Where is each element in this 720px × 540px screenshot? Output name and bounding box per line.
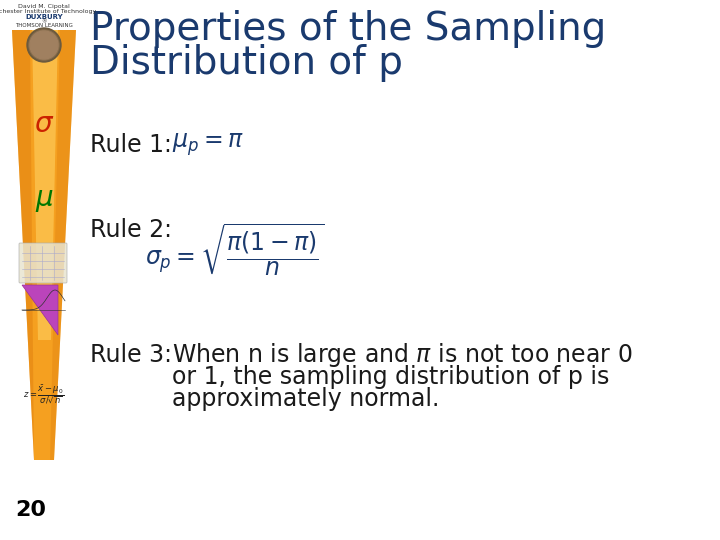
- Text: $\sigma$: $\sigma$: [34, 111, 54, 138]
- Text: Rule 3:: Rule 3:: [90, 343, 172, 367]
- Text: Rule 2:: Rule 2:: [90, 218, 172, 242]
- Polygon shape: [12, 30, 76, 460]
- Text: approximately normal.: approximately normal.: [172, 387, 439, 411]
- Text: $\sigma_p = \sqrt{\dfrac{\pi(1-\pi)}{n}}$: $\sigma_p = \sqrt{\dfrac{\pi(1-\pi)}{n}}…: [145, 221, 325, 279]
- Text: $z = \dfrac{\bar{x}-\mu_0}{\sigma/\sqrt{n}}$: $z = \dfrac{\bar{x}-\mu_0}{\sigma/\sqrt{…: [23, 383, 65, 407]
- Text: DUXBURY: DUXBURY: [25, 14, 63, 20]
- FancyBboxPatch shape: [19, 243, 67, 283]
- Polygon shape: [12, 30, 34, 460]
- Text: $\mu$: $\mu$: [35, 186, 53, 213]
- Polygon shape: [32, 30, 58, 340]
- Circle shape: [30, 31, 58, 59]
- Circle shape: [27, 28, 61, 62]
- Text: Distribution of p: Distribution of p: [90, 44, 403, 82]
- Text: Properties of the Sampling: Properties of the Sampling: [90, 10, 606, 48]
- Text: David M. Cipotal: David M. Cipotal: [18, 4, 70, 9]
- Text: Rochester Institute of Technology: Rochester Institute of Technology: [0, 9, 96, 14]
- Text: or 1, the sampling distribution of p is: or 1, the sampling distribution of p is: [172, 365, 609, 389]
- Text: ®: ®: [41, 19, 47, 24]
- Polygon shape: [50, 30, 76, 460]
- Text: When n is large and $\pi$ is not too near 0: When n is large and $\pi$ is not too nea…: [172, 341, 633, 369]
- Circle shape: [29, 30, 59, 60]
- Text: 20: 20: [15, 500, 46, 520]
- Text: THOMSON LEARNING: THOMSON LEARNING: [15, 23, 73, 28]
- Polygon shape: [22, 285, 58, 335]
- Text: Rule 1:: Rule 1:: [90, 133, 172, 157]
- Text: $\mu_p = \pi$: $\mu_p = \pi$: [172, 132, 244, 158]
